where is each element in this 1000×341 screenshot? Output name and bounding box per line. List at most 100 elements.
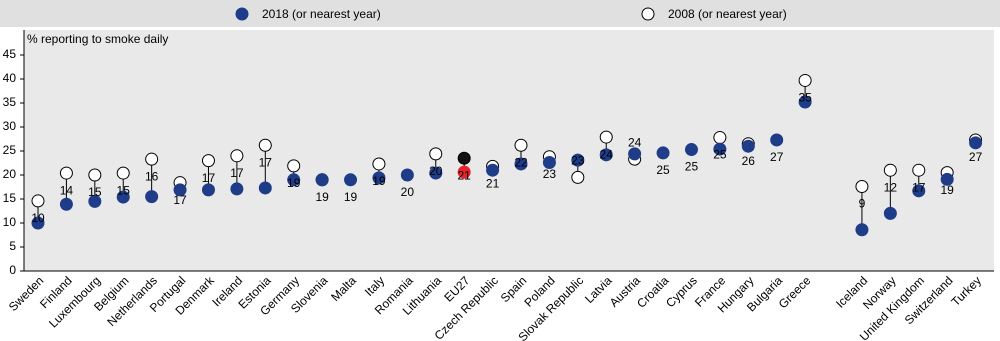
dot-2008 bbox=[457, 151, 471, 165]
value-label: 19 bbox=[315, 190, 329, 204]
value-label: 12 bbox=[884, 180, 898, 194]
dot-2018 bbox=[258, 181, 272, 195]
dot-2018 bbox=[287, 173, 301, 187]
dot-2008 bbox=[116, 166, 130, 180]
y-tick-label: 20 bbox=[3, 167, 17, 181]
value-label: 14 bbox=[60, 183, 74, 197]
dot-2018 bbox=[969, 136, 983, 150]
value-label: 20 bbox=[429, 164, 443, 178]
value-label: 25 bbox=[713, 148, 727, 162]
x-tick-label: Cyprus bbox=[663, 273, 700, 310]
dot-2018 bbox=[628, 147, 642, 161]
value-label: 25 bbox=[656, 163, 670, 177]
value-label: 17 bbox=[259, 155, 273, 169]
y-tick-label: 45 bbox=[3, 47, 17, 61]
dot-2018 bbox=[684, 143, 698, 157]
dot-2018 bbox=[599, 148, 613, 162]
value-label: 16 bbox=[145, 169, 159, 183]
dot-2018 bbox=[59, 197, 73, 211]
value-label: 21 bbox=[457, 168, 471, 182]
x-tick-label: Turkey bbox=[948, 273, 984, 309]
dot-2018 bbox=[372, 171, 386, 185]
dot-2008 bbox=[59, 166, 73, 180]
legend-label: 2008 (or nearest year) bbox=[668, 7, 787, 21]
value-label: 21 bbox=[486, 177, 500, 191]
value-label: 17 bbox=[912, 180, 926, 194]
dot-2018 bbox=[315, 173, 329, 187]
legend-background bbox=[0, 0, 1000, 27]
dot-2008 bbox=[287, 159, 301, 173]
y-tick-label: 35 bbox=[3, 95, 17, 109]
dot-2018 bbox=[656, 146, 670, 160]
y-tick-label: 15 bbox=[3, 191, 17, 205]
dot-2018 bbox=[514, 157, 528, 171]
value-label: 24 bbox=[628, 135, 642, 149]
dot-2008 bbox=[201, 154, 215, 168]
value-label: 17 bbox=[230, 166, 244, 180]
value-label: 19 bbox=[372, 174, 386, 188]
y-tick-label: 30 bbox=[3, 119, 17, 133]
x-tick-label: Croatia bbox=[634, 273, 671, 310]
x-tick-label: Sweden bbox=[6, 273, 47, 314]
value-label: 35 bbox=[798, 91, 812, 105]
dot-2018 bbox=[486, 163, 500, 177]
dot-2018 bbox=[88, 194, 102, 208]
dot-2008 bbox=[145, 152, 159, 166]
dot-2018 bbox=[883, 206, 897, 220]
value-label: 15 bbox=[88, 185, 102, 199]
dot-2018 bbox=[770, 133, 784, 147]
value-label: 10 bbox=[31, 211, 45, 225]
x-tick-label: Greece bbox=[776, 273, 814, 311]
dot-2018 bbox=[940, 172, 954, 186]
dot-2018 bbox=[542, 156, 556, 170]
value-label: 27 bbox=[770, 150, 784, 164]
y-tick-label: 5 bbox=[9, 239, 16, 253]
dot-2008 bbox=[883, 163, 897, 177]
legend-label: 2018 (or nearest year) bbox=[262, 7, 381, 21]
dot-2018 bbox=[116, 190, 130, 204]
dot-2018 bbox=[855, 223, 869, 237]
dot-2008 bbox=[372, 157, 386, 171]
dot-2018 bbox=[173, 183, 187, 197]
dot-2018 bbox=[344, 173, 358, 187]
dot-2008 bbox=[31, 194, 45, 208]
dot-2018 bbox=[201, 183, 215, 197]
value-label: 9 bbox=[859, 197, 866, 211]
dot-2008 bbox=[429, 147, 443, 161]
x-tick-label: Malta bbox=[328, 273, 359, 304]
dot-2018 bbox=[429, 166, 443, 180]
dot-2008 bbox=[713, 131, 727, 145]
dot-2008 bbox=[798, 73, 812, 87]
dot-2008 bbox=[230, 149, 244, 163]
value-label: 17 bbox=[173, 193, 187, 207]
dot-2018 bbox=[798, 95, 812, 109]
value-label: 23 bbox=[571, 154, 585, 168]
y-tick-label: 40 bbox=[3, 71, 17, 85]
value-label: 23 bbox=[543, 167, 557, 181]
dot-2008 bbox=[571, 170, 585, 184]
value-label: 19 bbox=[940, 183, 954, 197]
value-label: 15 bbox=[117, 183, 131, 197]
legend-marker bbox=[235, 7, 249, 21]
y-tick-label: 10 bbox=[3, 215, 17, 229]
y-tick-label: 0 bbox=[9, 263, 16, 277]
dot-2018 bbox=[741, 139, 755, 153]
value-label: 27 bbox=[969, 150, 983, 164]
dot-2018 bbox=[230, 182, 244, 196]
dot-2018 bbox=[571, 153, 585, 167]
dot-2018 bbox=[713, 142, 727, 156]
value-label: 26 bbox=[742, 154, 756, 168]
dot-2008 bbox=[258, 138, 272, 152]
value-label: 20 bbox=[401, 185, 415, 199]
dot-2018 bbox=[400, 168, 414, 182]
dot-2018 bbox=[145, 190, 159, 204]
value-label: 19 bbox=[344, 190, 358, 204]
dot-2008 bbox=[514, 138, 528, 152]
dot-2008 bbox=[88, 168, 102, 182]
dot-2008 bbox=[599, 130, 613, 144]
dot-2018 bbox=[912, 184, 926, 198]
dot-2018 bbox=[457, 165, 471, 179]
value-label: 19 bbox=[287, 176, 301, 190]
legend-marker bbox=[641, 7, 655, 21]
